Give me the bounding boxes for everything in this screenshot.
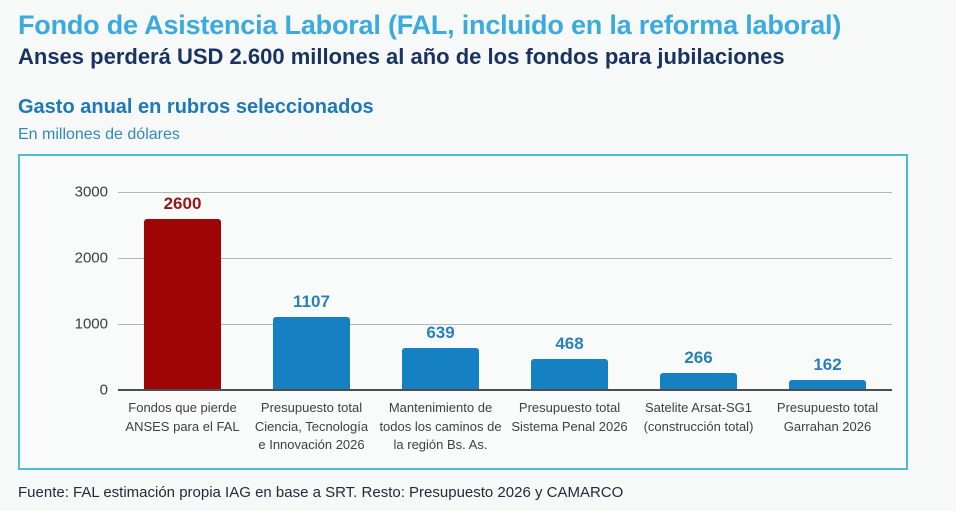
plot-wrapper: 2600 1107 639 468 266 162 Fondos que pierde A…: [118, 192, 892, 454]
y-tick-label: 3000: [74, 183, 108, 201]
x-category-label: Fondos que pierde ANSES para el FAL: [125, 400, 240, 434]
chart-units-label: En millones de dólares: [18, 126, 180, 144]
page-title: Fondo de Asistencia Laboral (FAL, inclui…: [18, 10, 842, 40]
bar: [788, 379, 867, 391]
page-subtitle: Anses perderá USD 2.600 millones al año …: [18, 44, 785, 70]
bar: [272, 317, 351, 391]
x-baseline: [118, 389, 892, 392]
y-tick-label: 0: [99, 381, 108, 399]
x-axis-labels: Fondos que pierde ANSES para el FAL Presu…: [118, 399, 892, 454]
bar-value-label: 162: [813, 354, 842, 374]
bar-value-label: 639: [426, 323, 455, 343]
plot-area: 2600 1107 639 468 266 162: [118, 192, 892, 392]
gridline: [118, 324, 892, 326]
x-category-label: Presupuesto total Sistema Penal 2026: [511, 400, 628, 434]
x-category-label: Presupuesto total Ciencia, Tecnología e …: [254, 400, 369, 452]
bar-value-label: 2600: [163, 193, 202, 213]
gridline: [118, 192, 892, 194]
x-category-label: Satelite Arsat-SG1 (construcción total): [643, 400, 754, 434]
source-note: Fuente: FAL estimación propia IAG en bas…: [18, 483, 624, 501]
bar-value-label: 468: [555, 334, 584, 354]
bar: [659, 372, 738, 391]
x-category-label: Presupuesto total Garrahan 2026: [776, 400, 879, 434]
bar-group: 1107: [247, 192, 376, 391]
bar-chart: 0 1000 2000 3000 2600 1107 639 468 266 162 Fondo…: [48, 184, 892, 454]
bar-group: 639: [376, 192, 505, 391]
bar-value-label: 1107: [293, 292, 330, 312]
y-axis: 0 1000 2000 3000: [48, 184, 118, 399]
y-tick-label: 2000: [74, 249, 108, 267]
bar: [530, 359, 609, 391]
bars-container: 2600 1107 639 468 266 162: [118, 192, 892, 391]
bar-value-label: 266: [684, 347, 713, 367]
bar-group: 2600: [118, 192, 247, 391]
bar: [401, 348, 480, 391]
chart-title: Gasto anual en rubros seleccionados: [18, 96, 374, 119]
y-tick-label: 1000: [74, 315, 108, 333]
bar: [143, 218, 222, 391]
bar-group: 162: [763, 192, 892, 391]
chart-panel: 0 1000 2000 3000 2600 1107 639 468 266 162 Fondo…: [18, 154, 908, 470]
gridline: [118, 258, 892, 260]
bar-group: 468: [505, 192, 634, 391]
bar-group: 266: [634, 192, 763, 391]
x-category-label: Mantenimiento de todos los caminos de la…: [379, 400, 502, 452]
